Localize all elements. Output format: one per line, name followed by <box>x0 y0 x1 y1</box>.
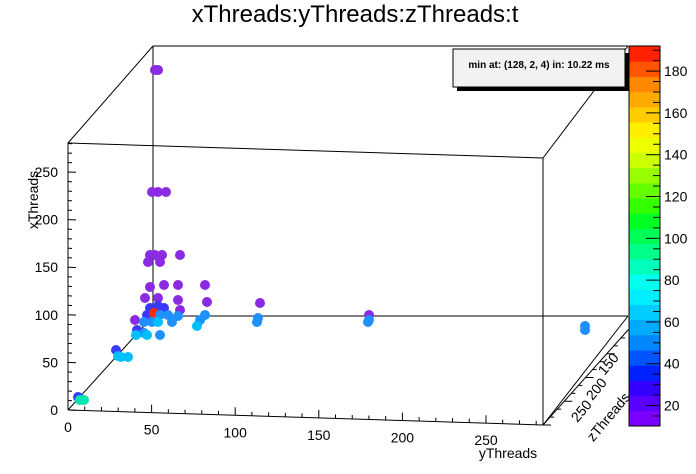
colorbar-tick-label: 20 <box>664 398 680 414</box>
colorbar-segment <box>629 76 660 93</box>
colorbar-segment <box>629 182 660 199</box>
colorbar-segment <box>629 334 660 351</box>
y-tick-label: 50 <box>42 354 58 370</box>
colorbar-segment <box>629 106 660 123</box>
annotation-box <box>452 48 626 88</box>
colorbar-segment <box>629 152 660 169</box>
y-tick-label: 0 <box>50 402 58 418</box>
data-point <box>192 321 202 331</box>
data-point <box>79 395 89 405</box>
data-point <box>255 298 265 308</box>
data-point <box>159 280 169 290</box>
chart-title: xThreads:yThreads:zThreads:t <box>192 1 519 28</box>
x-tick-label: 150 <box>307 427 331 443</box>
colorbar-frame <box>628 45 661 427</box>
data-point <box>155 330 165 340</box>
colorbar-ticks: 20 40 60 80 100 120 140 160 180 <box>646 49 688 417</box>
colorbar-segment <box>629 289 660 305</box>
x-tick-label: 200 <box>391 430 415 446</box>
y-tick-label: 150 <box>35 259 59 275</box>
colorbar-segment <box>629 228 660 245</box>
data-point <box>123 352 133 362</box>
data-point <box>161 187 171 197</box>
data-point <box>143 257 153 267</box>
x-tick-label: 250 <box>474 432 498 448</box>
annotation-text: min at: (128, 2, 4) in: 10.22 ms <box>468 60 610 71</box>
colorbar-segment <box>629 46 660 62</box>
data-point <box>167 317 177 327</box>
data-point <box>150 250 160 260</box>
data-point <box>131 330 141 340</box>
data-point <box>153 293 163 303</box>
colorbar-segment <box>629 304 660 321</box>
colorbar-segment <box>629 365 660 381</box>
x-axis-label: yThreads <box>479 445 537 461</box>
colorbar-segment <box>629 410 660 427</box>
colorbar-segment <box>629 319 660 336</box>
y-tick-label: 250 <box>35 164 59 180</box>
data-point <box>116 352 126 362</box>
colorbar <box>629 46 660 427</box>
colorbar-tick-label: 160 <box>664 105 688 121</box>
y-ticks: 0 50 100 150 200 250 <box>35 142 77 418</box>
y-tick-label: 100 <box>35 307 59 323</box>
data-point <box>173 295 183 305</box>
colorbar-segment <box>629 380 660 397</box>
data-point <box>153 65 163 75</box>
x-axis-line <box>67 409 544 426</box>
y-axis-label: xThreads <box>25 171 41 229</box>
colorbar-segment <box>629 91 660 108</box>
data-point <box>175 250 185 260</box>
colorbar-segment <box>629 61 660 77</box>
data-points <box>73 65 590 405</box>
colorbar-segment <box>629 213 660 229</box>
data-point <box>153 317 163 327</box>
colorbar-tick-label: 80 <box>664 272 680 288</box>
data-point <box>200 280 210 290</box>
data-point <box>139 317 149 327</box>
data-point <box>363 317 373 327</box>
colorbar-segment <box>629 258 660 275</box>
data-point <box>140 293 150 303</box>
colorbar-segment <box>629 243 660 260</box>
colorbar-tick-label: 40 <box>664 356 680 372</box>
data-point <box>130 315 140 325</box>
colorbar-tick-label: 140 <box>664 147 688 163</box>
data-point <box>142 330 152 340</box>
data-point <box>580 325 590 335</box>
data-point <box>173 280 183 290</box>
colorbar-segment <box>629 274 660 290</box>
colorbar-tick-label: 180 <box>664 63 688 79</box>
data-point <box>252 317 262 327</box>
x-tick-label: 0 <box>64 419 72 435</box>
data-point <box>155 257 165 267</box>
x-tick-label: 100 <box>224 424 248 440</box>
colorbar-tick-label: 60 <box>664 314 680 330</box>
data-point <box>202 297 212 307</box>
colorbar-segment <box>629 167 660 184</box>
z-tick-label: 200 <box>583 375 610 403</box>
x-tick-label: 50 <box>144 422 160 438</box>
colorbar-segment <box>629 395 660 412</box>
colorbar-segment <box>629 350 660 366</box>
colorbar-segment <box>629 137 660 153</box>
colorbar-tick-label: 100 <box>664 230 688 246</box>
x-ticks: 0 50 100 150 200 250 <box>64 402 537 448</box>
colorbar-segment <box>629 122 660 138</box>
colorbar-segment <box>629 198 660 214</box>
box-frame <box>67 45 629 426</box>
data-point <box>153 187 163 197</box>
data-point <box>145 282 155 292</box>
y-tick-label: 200 <box>35 212 59 228</box>
colorbar-tick-label: 120 <box>664 189 688 205</box>
